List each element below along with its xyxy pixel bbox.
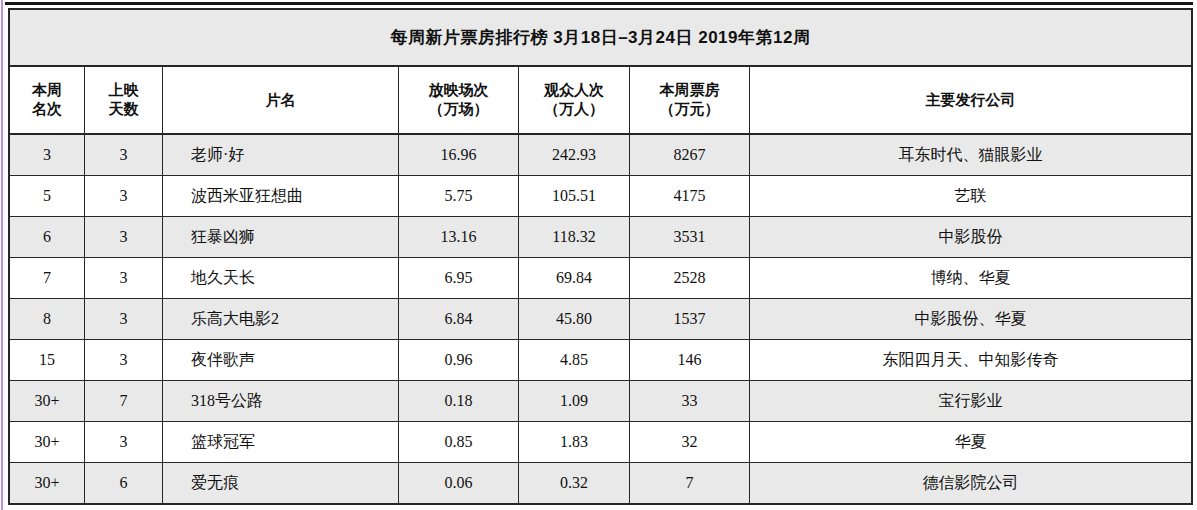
cell-film-title: 篮球冠军	[162, 422, 398, 462]
cell-box-office: 32	[629, 422, 749, 462]
cell-box-office: 3531	[629, 217, 749, 257]
top-rule	[5, 2, 1193, 5]
cell-film-title: 爱无痕	[162, 463, 398, 503]
cell-screenings: 0.85	[398, 422, 518, 462]
cell-days: 3	[84, 135, 162, 175]
header-cell-days: 上映天数	[84, 67, 162, 133]
table-row: 33老师·好16.96242.938267耳东时代、猫眼影业	[10, 135, 1191, 176]
cell-rank: 3	[10, 135, 84, 175]
cell-admissions: 45.80	[518, 299, 629, 339]
cell-admissions: 4.85	[518, 340, 629, 380]
cell-box-office: 146	[629, 340, 749, 380]
cell-days: 6	[84, 463, 162, 503]
cell-rank: 8	[10, 299, 84, 339]
cell-box-office: 33	[629, 381, 749, 421]
header-cell-distributor: 主要发行公司	[749, 67, 1191, 133]
cell-days: 3	[84, 422, 162, 462]
cell-film-title: 318号公路	[162, 381, 398, 421]
header-cell-rank: 本周名次	[10, 67, 84, 133]
cell-screenings: 0.96	[398, 340, 518, 380]
cell-admissions: 118.32	[518, 217, 629, 257]
cell-distributor: 中影股份、华夏	[749, 299, 1191, 339]
table-title: 每周新片票房排行榜 3月18日–3月24日 2019年第12周	[10, 10, 1191, 67]
cell-rank: 15	[10, 340, 84, 380]
table-row: 63狂暴凶狮13.16118.323531中影股份	[10, 217, 1191, 258]
cell-days: 3	[84, 176, 162, 216]
cell-rank: 5	[10, 176, 84, 216]
cell-film-title: 夜伴歌声	[162, 340, 398, 380]
cell-distributor: 东阳四月天、中知影传奇	[749, 340, 1191, 380]
header-cell-film-title: 片名	[162, 67, 398, 133]
cell-days: 3	[84, 299, 162, 339]
cell-admissions: 1.09	[518, 381, 629, 421]
cell-film-title: 老师·好	[162, 135, 398, 175]
cell-screenings: 0.06	[398, 463, 518, 503]
cell-admissions: 242.93	[518, 135, 629, 175]
table-row: 53波西米亚狂想曲5.75105.514175艺联	[10, 176, 1191, 217]
cell-admissions: 1.83	[518, 422, 629, 462]
cell-distributor: 中影股份	[749, 217, 1191, 257]
weekly-box-office-table: 每周新片票房排行榜 3月18日–3月24日 2019年第12周 本周名次上映天数…	[8, 8, 1193, 505]
cell-rank: 7	[10, 258, 84, 298]
left-accent-rule	[1, 0, 3, 510]
table-row: 83乐高大电影26.8445.801537中影股份、华夏	[10, 299, 1191, 340]
cell-days: 3	[84, 258, 162, 298]
cell-rank: 30+	[10, 463, 84, 503]
cell-distributor: 宝行影业	[749, 381, 1191, 421]
cell-distributor: 艺联	[749, 176, 1191, 216]
cell-screenings: 0.18	[398, 381, 518, 421]
table-row: 30+6爱无痕0.060.327德信影院公司	[10, 463, 1191, 503]
cell-screenings: 5.75	[398, 176, 518, 216]
cell-days: 3	[84, 217, 162, 257]
cell-film-title: 狂暴凶狮	[162, 217, 398, 257]
cell-distributor: 博纳、华夏	[749, 258, 1191, 298]
table-row: 153夜伴歌声0.964.85146东阳四月天、中知影传奇	[10, 340, 1191, 381]
cell-days: 7	[84, 381, 162, 421]
cell-days: 3	[84, 340, 162, 380]
cell-screenings: 16.96	[398, 135, 518, 175]
cell-admissions: 105.51	[518, 176, 629, 216]
cell-distributor: 耳东时代、猫眼影业	[749, 135, 1191, 175]
cell-admissions: 69.84	[518, 258, 629, 298]
table-row: 30+3篮球冠军0.851.8332华夏	[10, 422, 1191, 463]
cell-box-office: 4175	[629, 176, 749, 216]
cell-rank: 30+	[10, 381, 84, 421]
cell-rank: 6	[10, 217, 84, 257]
cell-film-title: 波西米亚狂想曲	[162, 176, 398, 216]
header-cell-admissions: 观众人次（万人）	[518, 67, 629, 133]
cell-screenings: 13.16	[398, 217, 518, 257]
header-row: 本周名次上映天数片名放映场次（万场）观众人次（万人）本周票房（万元）主要发行公司	[10, 67, 1191, 135]
cell-box-office: 1537	[629, 299, 749, 339]
cell-distributor: 华夏	[749, 422, 1191, 462]
cell-distributor: 德信影院公司	[749, 463, 1191, 503]
table-body: 33老师·好16.96242.938267耳东时代、猫眼影业53波西米亚狂想曲5…	[10, 135, 1191, 503]
cell-screenings: 6.84	[398, 299, 518, 339]
table-row: 30+7318号公路0.181.0933宝行影业	[10, 381, 1191, 422]
cell-screenings: 6.95	[398, 258, 518, 298]
cell-film-title: 地久天长	[162, 258, 398, 298]
header-cell-box-office: 本周票房（万元）	[629, 67, 749, 133]
cell-box-office: 8267	[629, 135, 749, 175]
page-frame: 每周新片票房排行榜 3月18日–3月24日 2019年第12周 本周名次上映天数…	[0, 0, 1197, 510]
header-cell-screenings: 放映场次（万场）	[398, 67, 518, 133]
cell-film-title: 乐高大电影2	[162, 299, 398, 339]
cell-box-office: 7	[629, 463, 749, 503]
cell-admissions: 0.32	[518, 463, 629, 503]
table-row: 73地久天长6.9569.842528博纳、华夏	[10, 258, 1191, 299]
cell-box-office: 2528	[629, 258, 749, 298]
cell-rank: 30+	[10, 422, 84, 462]
